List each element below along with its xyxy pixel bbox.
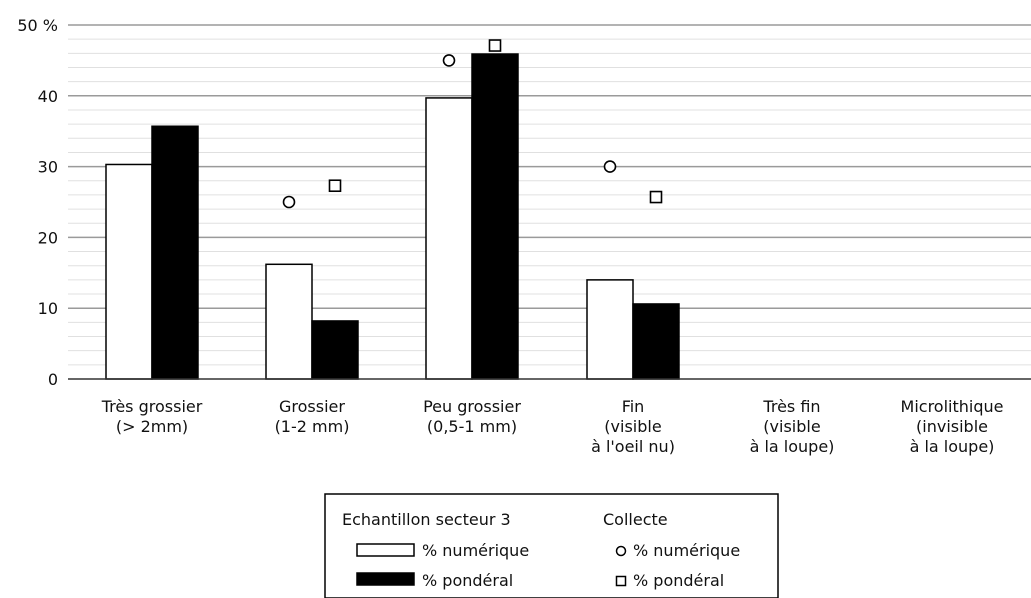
legend-marker-square (615, 575, 627, 587)
y-tick-label: 40 (38, 87, 58, 106)
y-tick-label: 30 (38, 158, 58, 177)
x-category-label-peu-grossier: Peu grossier (0,5-1 mm) (423, 397, 521, 436)
bar-fin-numerique (586, 279, 634, 380)
y-tick-label: 0 (48, 370, 58, 389)
bar-grossier-numerique (265, 263, 313, 380)
legend-swatch-bar-numerique (356, 543, 415, 557)
legend-group-title-collecte: Collecte (603, 510, 668, 529)
bar-peu-grossier-ponderal (471, 53, 519, 380)
x-axis-category-labels: Très grossier (> 2mm) Grossier (1-2 mm) Peu … (101, 397, 1004, 456)
y-tick-label: 10 (38, 299, 58, 318)
x-category-label-tres-fin: Très fin (visible à la loupe) (750, 397, 835, 456)
legend-swatch-bar-ponderal (356, 572, 415, 586)
legend: Echantillon secteur 3 Collecte % numériq… (324, 493, 779, 598)
legend-label-bar-numerique: % numérique (422, 541, 529, 560)
marker-square-grossier (328, 179, 342, 193)
x-category-label-microlithique: Microlithique (invisible à la loupe) (901, 397, 1004, 456)
marker-circle-grossier (282, 195, 296, 209)
minor-gridlines (68, 38, 1031, 366)
marker-square-fin (649, 190, 663, 204)
major-gridlines (68, 24, 1031, 309)
bar-fin-ponderal (632, 303, 680, 380)
legend-marker-circle (615, 545, 627, 557)
y-tick-label: 50 % (17, 16, 58, 35)
y-tick-label: 20 (38, 228, 58, 247)
bar-peu-grossier-numerique (425, 97, 473, 380)
markers (282, 39, 663, 209)
marker-circle-fin (603, 160, 617, 173)
bars (105, 53, 680, 380)
marker-square-peu-grossier (488, 39, 502, 52)
x-category-label-tres-grossier: Très grossier (> 2mm) (101, 397, 203, 436)
x-category-label-grossier: Grossier (1-2 mm) (275, 397, 350, 436)
x-category-label-fin: Fin (visible à l'oeil nu) (591, 397, 675, 456)
y-axis-tick-labels: 0 10 20 30 40 50 % (17, 16, 58, 389)
legend-label-circle-numerique: % numérique (633, 541, 740, 560)
marker-circle-peu-grossier (442, 54, 456, 67)
legend-label-square-ponderal: % pondéral (633, 571, 724, 590)
legend-group-title-sample: Echantillon secteur 3 (342, 510, 511, 529)
bar-tres-grossier-numerique (105, 163, 153, 380)
bar-tres-grossier-ponderal (151, 125, 199, 380)
bar-grossier-ponderal (311, 320, 359, 380)
legend-label-bar-ponderal: % pondéral (422, 571, 513, 590)
